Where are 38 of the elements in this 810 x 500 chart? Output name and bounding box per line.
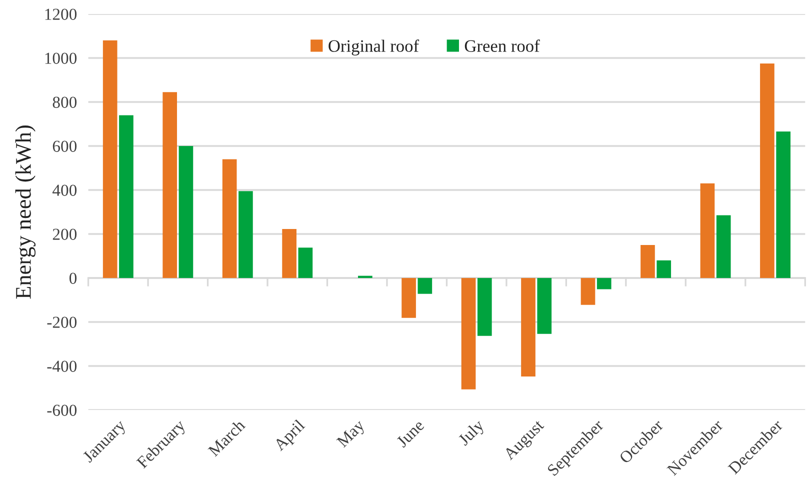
bar [238, 191, 253, 278]
bar [776, 131, 791, 278]
bar [418, 278, 432, 294]
bar [119, 115, 134, 278]
legend-label: Original roof [328, 40, 420, 56]
y-tick-label: -400 [47, 360, 77, 372]
bar [640, 245, 655, 278]
y-tick-label: 0 [69, 272, 77, 284]
legend-label: Green roof [464, 40, 540, 52]
bar [537, 278, 552, 334]
y-tick-label: 400 [52, 184, 77, 196]
y-tick-label: 600 [52, 140, 77, 152]
bar [402, 278, 416, 318]
y-tick-label: 800 [52, 96, 77, 108]
bar [596, 278, 612, 290]
bar [178, 146, 194, 278]
bar [580, 278, 596, 305]
bar [282, 228, 296, 278]
bar [716, 215, 731, 278]
y-tick-label: 1200 [45, 8, 77, 20]
bar [298, 248, 313, 278]
y-tick-label: 1000 [45, 52, 77, 64]
bar [656, 260, 672, 278]
bar [102, 40, 118, 278]
x-tick-label: June [396, 419, 425, 448]
bar [477, 278, 492, 336]
bar [760, 64, 774, 278]
bar [461, 278, 476, 390]
bar [521, 278, 536, 377]
x-tick-label: May [336, 418, 368, 450]
bar [700, 183, 715, 278]
y-tick-label: 200 [52, 228, 77, 240]
y-tick-label: -600 [47, 404, 77, 416]
y-tick-label: -200 [47, 316, 77, 328]
y-axis-title: Energy need (kWh) [15, 126, 36, 299]
bar [162, 92, 177, 278]
bar [222, 159, 237, 278]
x-tick-label: July [457, 418, 488, 448]
